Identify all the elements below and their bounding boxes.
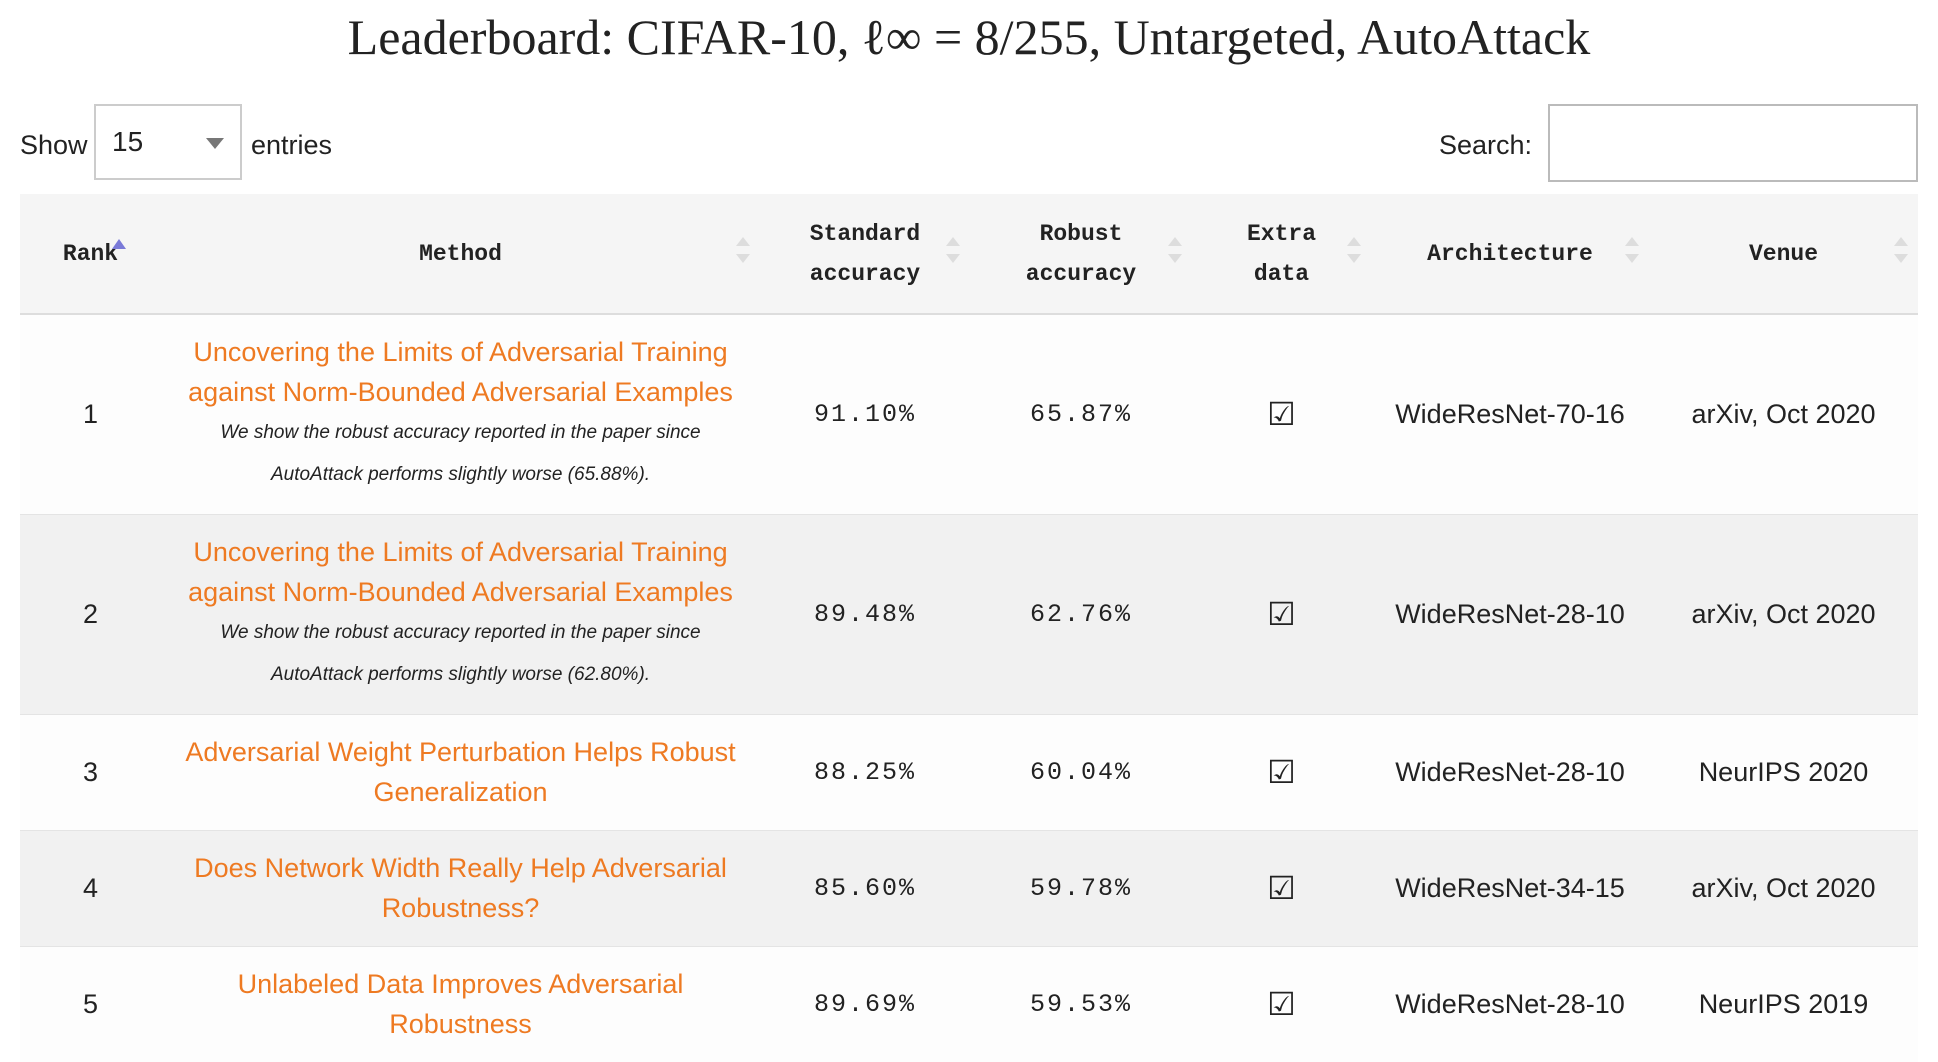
header-text: Method	[419, 240, 502, 267]
header-text: Venue	[1748, 240, 1818, 267]
standard-accuracy-cell: 89.48%	[760, 513, 970, 714]
sort-indicator	[1894, 254, 1908, 270]
standard-accuracy-cell: 91.10%	[760, 313, 970, 514]
extra-data-cell: ☑	[1192, 945, 1371, 1062]
standard-accuracy-cell: 85.60%	[760, 829, 970, 946]
header-text: data	[1253, 260, 1310, 287]
sort-asc-indicator	[112, 232, 126, 249]
extra-data-cell: ☑	[1192, 713, 1371, 830]
robust-accuracy-cell: 65.87%	[970, 313, 1192, 514]
sort-indicator	[736, 230, 750, 246]
extra-data-cell: ☑	[1192, 513, 1371, 714]
column-header[interactable]: Robust accuracy	[970, 194, 1192, 315]
architecture-cell: WideResNet-70-16	[1371, 313, 1649, 514]
venue-cell: arXiv, Oct 2020	[1649, 829, 1918, 946]
sort-indicator	[1168, 254, 1182, 270]
page-title: Leaderboard: CIFAR-10, ℓ∞ = 8/255, Untar…	[347, 9, 1591, 65]
header-text: accuracy	[809, 260, 921, 287]
search-label: Search:	[1438, 130, 1532, 160]
sort-indicator	[1168, 230, 1182, 246]
architecture-cell: WideResNet-34-15	[1371, 829, 1649, 946]
method-note: We show the robust accuracy reported in …	[220, 422, 701, 486]
sort-indicator	[946, 230, 960, 246]
method-link[interactable]: Does Network Width Really Help Adversari…	[194, 853, 727, 923]
column-header[interactable]: Venue	[1649, 194, 1918, 315]
column-header[interactable]: Extra data	[1192, 194, 1371, 315]
method-cell: Unlabeled Data Improves Adversarial Robu…	[161, 945, 760, 1062]
extra-data-cell: ☑	[1192, 829, 1371, 946]
method-link[interactable]: Uncovering the Limits of Adversarial Tra…	[188, 337, 733, 408]
venue-cell: NeurIPS 2020	[1649, 713, 1918, 830]
header-text: Robust	[1039, 220, 1123, 247]
method-cell: Does Network Width Really Help Adversari…	[161, 829, 760, 946]
column-header[interactable]: Method	[161, 194, 760, 315]
column-header[interactable]: Standard accuracy	[760, 194, 970, 315]
architecture-cell: WideResNet-28-10	[1371, 713, 1649, 830]
table-row: 5 Unlabeled Data Improves Adversarial Rob…	[20, 945, 1918, 1062]
entries-label: entries	[251, 130, 333, 160]
method-link[interactable]: Adversarial Weight Perturbation Helps Ro…	[185, 737, 736, 807]
venue-cell: NeurIPS 2019	[1649, 945, 1918, 1062]
standard-accuracy-cell: 88.25%	[760, 713, 970, 830]
table-body: 1 Uncovering the Limits of Adversarial Tr…	[20, 313, 1918, 1062]
venue-cell: arXiv, Oct 2020	[1649, 513, 1918, 714]
architecture-cell: WideResNet-28-10	[1371, 945, 1649, 1062]
sort-indicator	[1894, 230, 1908, 246]
method-cell: Uncovering the Limits of Adversarial Tra…	[161, 513, 760, 714]
method-note: We show the robust accuracy reported in …	[220, 622, 701, 685]
venue-cell: arXiv, Oct 2020	[1649, 313, 1918, 514]
header-text: Rank	[62, 240, 119, 267]
method-link[interactable]: Uncovering the Limits of Adversarial Tra…	[188, 537, 733, 607]
sort-indicator	[736, 254, 750, 270]
robust-accuracy-cell: 60.04%	[970, 713, 1192, 830]
sort-indicator	[1625, 254, 1639, 270]
column-header[interactable]: Rank	[20, 194, 161, 315]
robust-accuracy-cell: 62.76%	[970, 513, 1192, 714]
sort-indicator	[1347, 254, 1361, 270]
table-row: 3 Adversarial Weight Perturbation Helps R…	[20, 713, 1918, 830]
header-text: Architecture	[1427, 240, 1593, 267]
sort-indicator	[946, 254, 960, 270]
rank-cell: 5	[20, 945, 161, 1062]
architecture-cell: WideResNet-28-10	[1371, 513, 1649, 714]
sort-indicator	[1625, 230, 1639, 246]
method-cell: Adversarial Weight Perturbation Helps Ro…	[161, 713, 760, 830]
robust-accuracy-cell: 59.53%	[970, 945, 1192, 1062]
table-row: 1 Uncovering the Limits of Adversarial Tr…	[20, 313, 1918, 514]
table-controls: Show 15 entries Search:	[20, 104, 1918, 182]
rank-cell: 1	[20, 313, 161, 514]
standard-accuracy-cell: 89.69%	[760, 945, 970, 1062]
show-label: Show	[20, 130, 88, 160]
leaderboard-table: Rank Method Standard accuracy Robust accuracy…	[20, 194, 1918, 1062]
method-link[interactable]: Unlabeled Data Improves Adversarial Robu…	[237, 969, 684, 1040]
rank-cell: 2	[20, 513, 161, 714]
header-text: accuracy	[1025, 260, 1137, 287]
header-row: Rank Method Standard accuracy Robust accuracy…	[20, 194, 1918, 315]
column-header[interactable]: Architecture	[1371, 194, 1649, 315]
search-input[interactable]	[1548, 104, 1918, 182]
header-text: Extra	[1246, 220, 1316, 247]
entries-select[interactable]: 15	[94, 104, 242, 180]
method-cell: Uncovering the Limits of Adversarial Tra…	[161, 313, 760, 514]
header-text: Standard	[809, 220, 921, 247]
robust-accuracy-cell: 59.78%	[970, 829, 1192, 946]
sort-indicator	[1347, 230, 1361, 246]
table-row: 2 Uncovering the Limits of Adversarial Tr…	[20, 513, 1918, 714]
extra-data-cell: ☑	[1192, 313, 1371, 514]
rank-cell: 4	[20, 829, 161, 946]
rank-cell: 3	[20, 713, 161, 830]
table-row: 4 Does Network Width Really Help Adversar…	[20, 829, 1918, 946]
